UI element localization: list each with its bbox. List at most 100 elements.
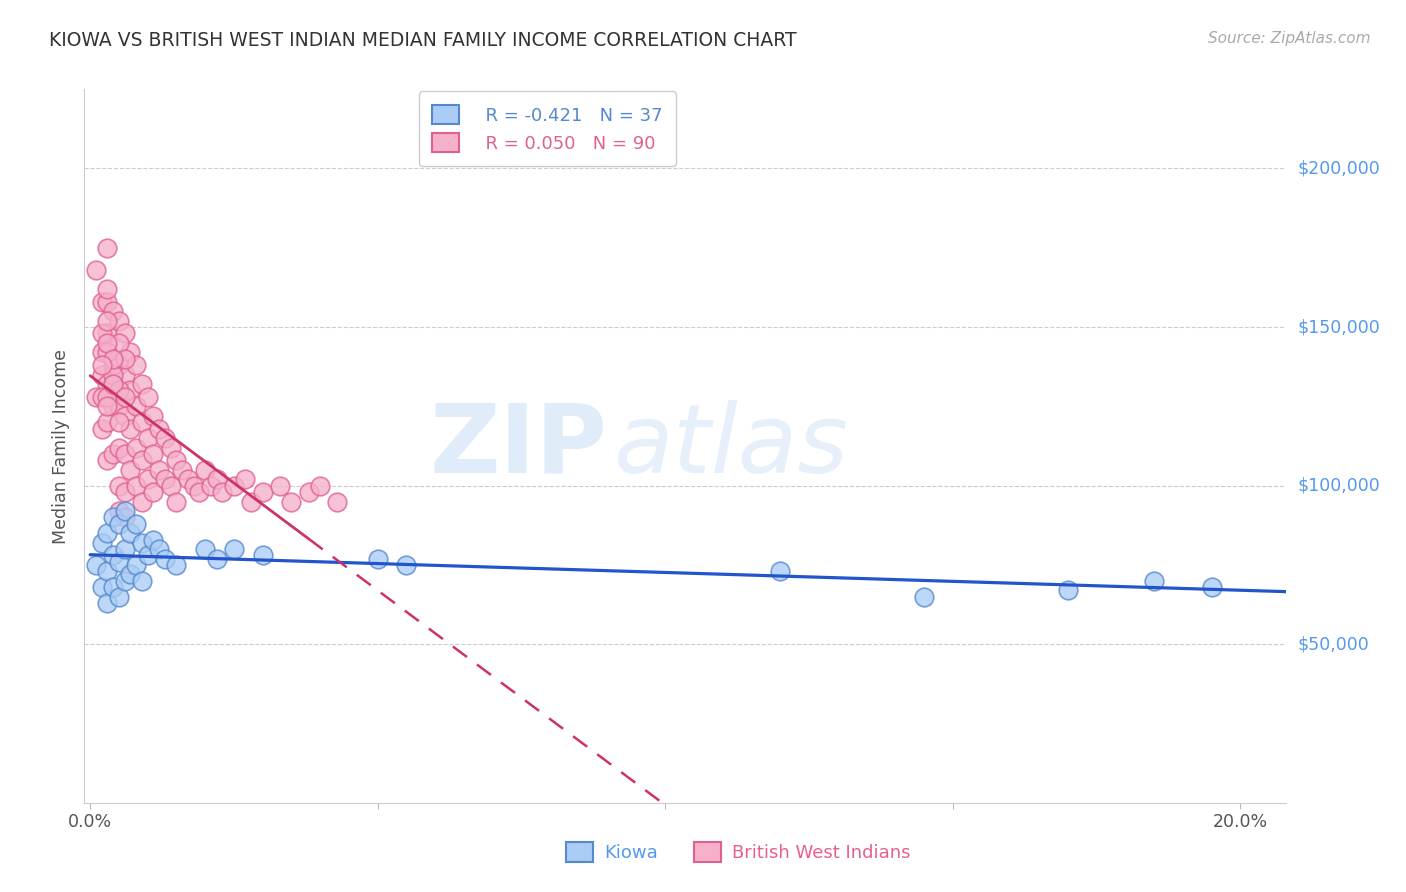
Point	[125, 516, 148, 531]
Point	[114, 326, 136, 341]
Point	[108, 358, 131, 372]
Point	[96, 400, 118, 414]
Point	[120, 345, 142, 359]
Point	[131, 415, 153, 429]
Point	[101, 510, 124, 524]
Point	[131, 574, 153, 588]
Point	[120, 421, 142, 435]
Point	[200, 478, 222, 492]
Point	[108, 555, 131, 569]
Point	[120, 463, 142, 477]
Point	[395, 558, 418, 572]
Point	[90, 368, 112, 382]
Point	[96, 314, 118, 328]
Point	[165, 558, 187, 572]
Point	[183, 478, 205, 492]
Point	[96, 526, 118, 541]
Point	[101, 377, 124, 392]
Point	[222, 542, 245, 557]
Point	[108, 504, 131, 518]
Point	[125, 400, 148, 414]
Point	[101, 351, 124, 366]
Point	[108, 384, 131, 398]
Point	[114, 409, 136, 423]
Text: ZIP: ZIP	[429, 400, 607, 492]
Text: $50,000: $50,000	[1298, 635, 1369, 653]
Point	[101, 400, 124, 414]
Point	[136, 549, 159, 563]
Point	[136, 390, 159, 404]
Point	[114, 368, 136, 382]
Point	[96, 415, 118, 429]
Point	[84, 390, 107, 404]
Point	[177, 472, 200, 486]
Point	[172, 463, 194, 477]
Point	[309, 478, 332, 492]
Point	[326, 494, 349, 508]
Point	[108, 314, 131, 328]
Point	[142, 447, 165, 461]
Point	[142, 409, 165, 423]
Point	[96, 294, 118, 309]
Point	[148, 463, 170, 477]
Point	[101, 580, 124, 594]
Point	[96, 241, 118, 255]
Point	[153, 551, 176, 566]
Point	[108, 590, 131, 604]
Point	[114, 504, 136, 518]
Point	[148, 421, 170, 435]
Point	[269, 478, 291, 492]
Point	[101, 447, 124, 461]
Point	[159, 441, 181, 455]
Text: Source: ZipAtlas.com: Source: ZipAtlas.com	[1208, 31, 1371, 46]
Point	[101, 368, 124, 382]
Point	[96, 282, 118, 296]
Point	[142, 533, 165, 547]
Legend: Kiowa, British West Indians: Kiowa, British West Indians	[558, 835, 918, 869]
Point	[90, 390, 112, 404]
Text: $200,000: $200,000	[1298, 160, 1381, 178]
Point	[114, 485, 136, 500]
Point	[142, 485, 165, 500]
Point	[159, 478, 181, 492]
Point	[131, 535, 153, 549]
Point	[120, 384, 142, 398]
Point	[125, 358, 148, 372]
Point	[114, 574, 136, 588]
Point	[108, 478, 131, 492]
Point	[148, 542, 170, 557]
Point	[298, 485, 321, 500]
Point	[136, 472, 159, 486]
Point	[108, 441, 131, 455]
Point	[101, 351, 124, 366]
Point	[769, 564, 792, 578]
Point	[222, 478, 245, 492]
Point	[96, 390, 118, 404]
Point	[131, 377, 153, 392]
Point	[96, 335, 118, 350]
Point	[211, 485, 233, 500]
Point	[125, 558, 148, 572]
Point	[1143, 574, 1166, 588]
Point	[84, 558, 107, 572]
Text: $150,000: $150,000	[1298, 318, 1381, 336]
Point	[153, 431, 176, 445]
Point	[96, 345, 118, 359]
Point	[125, 441, 148, 455]
Point	[108, 516, 131, 531]
Point	[84, 263, 107, 277]
Point	[125, 478, 148, 492]
Point	[108, 415, 131, 429]
Point	[96, 326, 118, 341]
Point	[101, 549, 124, 563]
Point	[367, 551, 389, 566]
Point	[131, 453, 153, 467]
Point	[108, 400, 131, 414]
Point	[101, 304, 124, 318]
Text: atlas: atlas	[613, 400, 848, 492]
Point	[96, 596, 118, 610]
Point	[90, 358, 112, 372]
Point	[114, 390, 136, 404]
Point	[1057, 583, 1080, 598]
Point	[101, 377, 124, 392]
